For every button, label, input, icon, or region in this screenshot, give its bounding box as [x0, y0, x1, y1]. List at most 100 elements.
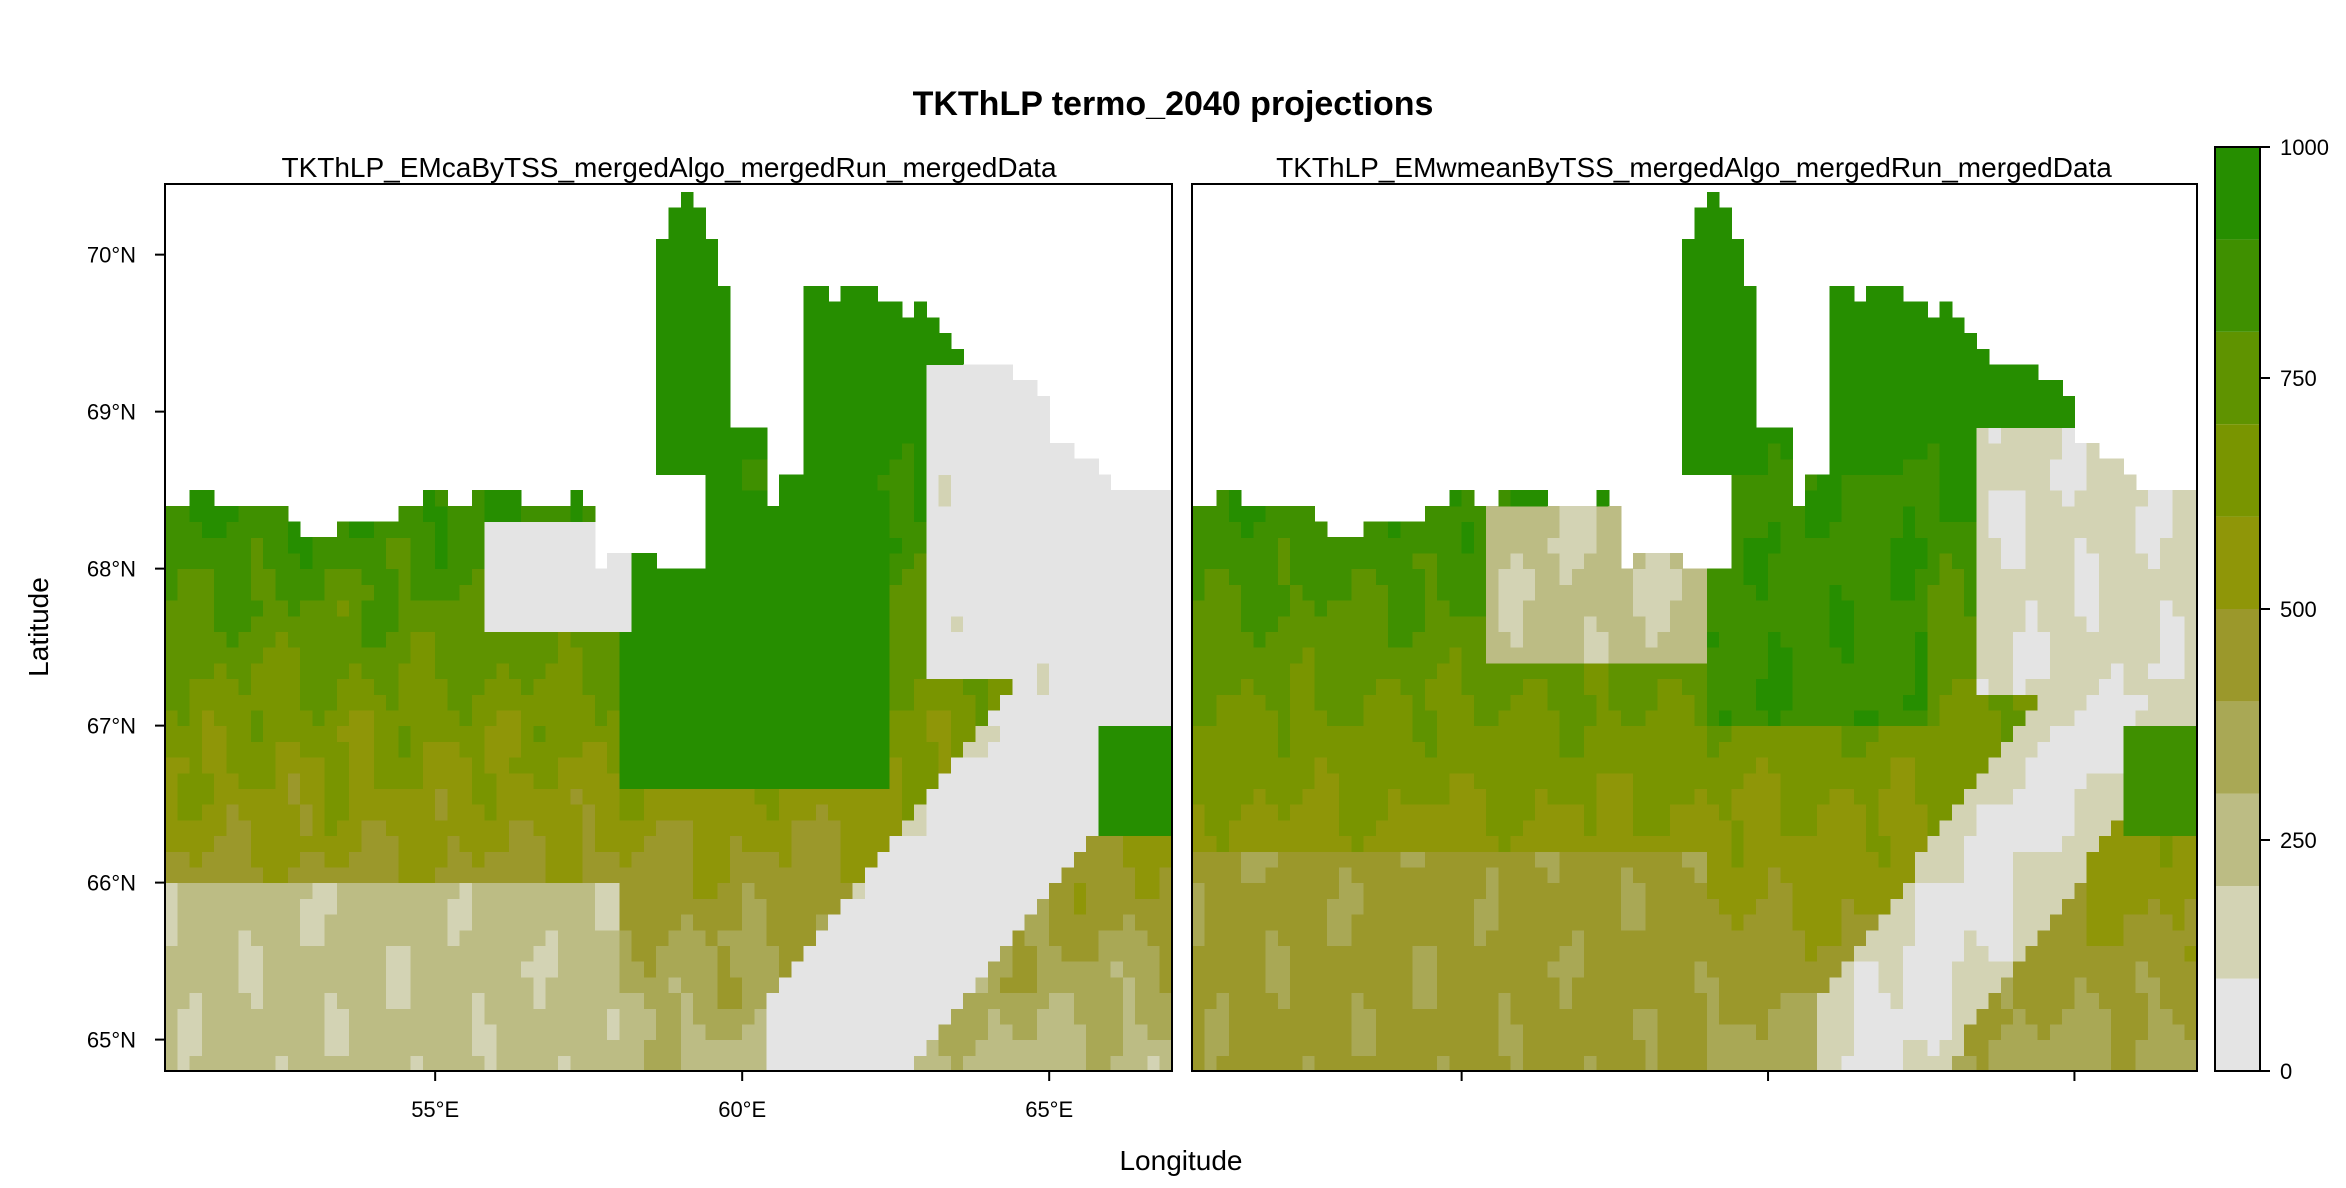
heatmap-cell — [1326, 992, 1340, 1009]
heatmap-cell — [373, 945, 387, 962]
heatmap-cell — [864, 411, 878, 428]
heatmap-cell — [717, 976, 731, 994]
heatmap-cell — [950, 1039, 964, 1056]
heatmap-cell — [1461, 647, 1475, 664]
heatmap-cell — [1412, 945, 1426, 962]
heatmap-cell — [459, 929, 473, 947]
heatmap-cell — [1706, 757, 1720, 774]
heatmap-cell — [1110, 851, 1124, 868]
heatmap-cell — [729, 505, 743, 523]
heatmap-cell — [1012, 647, 1026, 664]
heatmap-cell — [914, 521, 927, 538]
heatmap-cell — [1241, 866, 1254, 884]
heatmap-cell — [1522, 1039, 1536, 1056]
heatmap-cell — [1694, 600, 1708, 617]
heatmap-cell — [791, 819, 805, 837]
heatmap-cell — [336, 961, 350, 978]
heatmap-cell — [570, 772, 584, 790]
heatmap-cell — [1024, 1008, 1038, 1025]
heatmap-cell — [607, 882, 620, 899]
heatmap-cell — [987, 741, 1001, 758]
heatmap-cell — [287, 1039, 301, 1056]
heatmap-cell — [779, 631, 792, 648]
heatmap-cell — [1363, 647, 1377, 664]
heatmap-cell — [1098, 631, 1112, 648]
heatmap-cell — [803, 427, 817, 444]
heatmap-cell — [828, 317, 842, 334]
heatmap-cell — [950, 694, 964, 711]
heatmap-cell — [1351, 961, 1365, 978]
heatmap-cell — [1277, 1039, 1291, 1056]
heatmap-cell — [791, 1008, 805, 1025]
heatmap-cell — [1363, 804, 1377, 821]
heatmap-cell — [1326, 804, 1340, 821]
heatmap-cell — [496, 678, 510, 695]
heatmap-cell — [165, 694, 178, 711]
heatmap-cell — [386, 741, 399, 758]
heatmap-cell — [1012, 709, 1026, 727]
heatmap-cell — [300, 866, 313, 884]
heatmap-cell — [410, 631, 424, 648]
heatmap-cell — [1596, 490, 1610, 507]
heatmap-cell — [1694, 788, 1708, 805]
heatmap-cell — [1388, 521, 1401, 538]
heatmap-cell — [1277, 866, 1291, 884]
heatmap-cell — [742, 788, 756, 805]
heatmap-cell — [1192, 678, 1205, 695]
heatmap-cell — [631, 631, 645, 648]
heatmap-cell — [1388, 694, 1401, 711]
heatmap-cell — [410, 521, 424, 538]
heatmap-cell — [901, 443, 915, 460]
heatmap-cell — [189, 929, 203, 947]
heatmap-cell — [729, 945, 743, 962]
heatmap-cell — [926, 772, 940, 790]
heatmap-cell — [840, 976, 854, 994]
heatmap-cell — [1122, 631, 1136, 648]
heatmap-cell — [570, 1023, 584, 1041]
heatmap-cell — [828, 914, 842, 931]
heatmap-cell — [901, 678, 915, 695]
heatmap-cell — [926, 914, 940, 931]
heatmap-cell — [693, 270, 706, 287]
heatmap-cell — [1216, 851, 1230, 868]
heatmap-cell — [1290, 804, 1303, 821]
heatmap-cell — [1547, 992, 1561, 1009]
heatmap-cell — [1596, 945, 1610, 962]
heatmap-cell — [631, 819, 645, 837]
heatmap-cell — [828, 678, 842, 695]
heatmap-cell — [1620, 757, 1634, 774]
heatmap-cell — [656, 662, 670, 680]
heatmap-cell — [1669, 819, 1683, 837]
heatmap-cell — [1559, 662, 1573, 680]
heatmap-cell — [693, 741, 706, 758]
heatmap-cell — [1694, 364, 1708, 381]
heatmap-cell — [1110, 757, 1124, 774]
heatmap-cell — [754, 694, 768, 711]
heatmap-cell — [914, 333, 927, 350]
heatmap-cell — [582, 851, 596, 868]
heatmap-cell — [521, 898, 535, 915]
heatmap-cell — [1547, 678, 1561, 695]
heatmap-cell — [250, 725, 264, 742]
heatmap-cell — [938, 348, 952, 366]
heatmap-cell — [1228, 866, 1242, 884]
heatmap-cell — [864, 741, 878, 758]
heatmap-cell — [1265, 600, 1279, 617]
heatmap-cell — [1461, 976, 1475, 994]
heatmap-cell — [607, 788, 620, 805]
heatmap-cell — [1522, 615, 1536, 633]
heatmap-cell — [386, 961, 399, 978]
heatmap-cell — [754, 678, 768, 695]
heatmap-cell — [1228, 552, 1242, 570]
heatmap-cell — [1024, 490, 1038, 507]
heatmap-cell — [238, 725, 252, 742]
heatmap-cell — [1584, 709, 1598, 727]
heatmap-cell — [1061, 961, 1075, 978]
heatmap-cell — [287, 521, 301, 538]
heatmap-cell — [263, 505, 277, 523]
heatmap-cell — [1706, 395, 1720, 413]
heatmap-cell — [705, 270, 719, 287]
heatmap-cell — [250, 600, 264, 617]
heatmap-cell — [1669, 976, 1683, 994]
heatmap-cell — [1412, 568, 1426, 585]
